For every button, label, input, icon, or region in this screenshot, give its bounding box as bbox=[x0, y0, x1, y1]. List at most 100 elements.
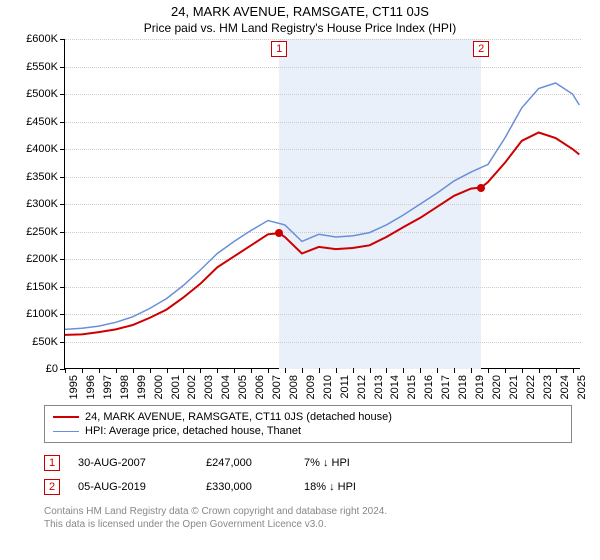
y-tick bbox=[60, 177, 65, 178]
x-axis-label: 2010 bbox=[322, 375, 334, 399]
x-tick bbox=[82, 368, 83, 373]
y-tick bbox=[60, 259, 65, 260]
sale-dot-1 bbox=[275, 229, 283, 237]
x-tick bbox=[420, 368, 421, 373]
x-tick bbox=[285, 368, 286, 373]
footer-attribution: Contains HM Land Registry data © Crown c… bbox=[44, 505, 572, 531]
x-axis-label: 1999 bbox=[136, 375, 148, 399]
chart-container: 24, MARK AVENUE, RAMSGATE, CT11 0JS Pric… bbox=[0, 0, 600, 560]
y-axis-label: £50K bbox=[32, 336, 58, 348]
x-axis-label: 2000 bbox=[153, 375, 165, 399]
sale-row: 205-AUG-2019£330,00018% ↓ HPI bbox=[44, 475, 572, 499]
y-tick bbox=[60, 122, 65, 123]
x-tick bbox=[319, 368, 320, 373]
y-tick bbox=[60, 67, 65, 68]
y-axis-label: £450K bbox=[26, 116, 58, 128]
x-tick bbox=[505, 368, 506, 373]
x-tick bbox=[234, 368, 235, 373]
sales-table: 130-AUG-2007£247,0007% ↓ HPI205-AUG-2019… bbox=[44, 451, 572, 499]
x-tick bbox=[556, 368, 557, 373]
x-tick bbox=[403, 368, 404, 373]
x-axis-label: 2001 bbox=[170, 375, 182, 399]
x-axis-label: 2006 bbox=[254, 375, 266, 399]
legend-label: 24, MARK AVENUE, RAMSGATE, CT11 0JS (det… bbox=[85, 411, 392, 423]
x-axis-label: 2012 bbox=[356, 375, 368, 399]
x-tick bbox=[454, 368, 455, 373]
y-axis-label: £400K bbox=[26, 143, 58, 155]
x-axis-label: 2018 bbox=[457, 375, 469, 399]
x-axis-label: 2021 bbox=[508, 375, 520, 399]
y-tick bbox=[60, 314, 65, 315]
x-tick bbox=[488, 368, 489, 373]
x-axis-label: 2003 bbox=[203, 375, 215, 399]
x-axis-label: 1996 bbox=[85, 375, 97, 399]
x-tick bbox=[539, 368, 540, 373]
legend-swatch bbox=[53, 431, 79, 432]
x-tick bbox=[116, 368, 117, 373]
sale-price: £330,000 bbox=[206, 481, 286, 493]
x-tick bbox=[386, 368, 387, 373]
sale-date: 05-AUG-2019 bbox=[78, 481, 188, 493]
x-axis-label: 2019 bbox=[474, 375, 486, 399]
x-axis-label: 1998 bbox=[119, 375, 131, 399]
x-tick bbox=[65, 368, 66, 373]
x-tick bbox=[99, 368, 100, 373]
x-axis-label: 2015 bbox=[406, 375, 418, 399]
x-axis-label: 2009 bbox=[305, 375, 317, 399]
y-axis-label: £550K bbox=[26, 61, 58, 73]
y-axis-label: £350K bbox=[26, 171, 58, 183]
sale-row: 130-AUG-2007£247,0007% ↓ HPI bbox=[44, 451, 572, 475]
sale-price: £247,000 bbox=[206, 457, 286, 469]
legend-label: HPI: Average price, detached house, Than… bbox=[85, 425, 301, 437]
x-axis-label: 2022 bbox=[525, 375, 537, 399]
x-tick bbox=[200, 368, 201, 373]
y-axis-label: £150K bbox=[26, 281, 58, 293]
x-axis-label: 2002 bbox=[186, 375, 198, 399]
series-line-property bbox=[65, 133, 579, 335]
sale-delta: 7% ↓ HPI bbox=[304, 457, 424, 469]
x-axis-label: 2025 bbox=[576, 375, 588, 399]
y-axis-label: £500K bbox=[26, 88, 58, 100]
sale-row-marker: 2 bbox=[44, 479, 60, 495]
y-tick bbox=[60, 342, 65, 343]
x-tick bbox=[268, 368, 269, 373]
sale-marker-2: 2 bbox=[473, 41, 489, 57]
sale-dot-2 bbox=[477, 184, 485, 192]
y-axis-label: £0 bbox=[46, 363, 58, 375]
x-tick bbox=[471, 368, 472, 373]
x-axis-label: 2004 bbox=[220, 375, 232, 399]
x-tick bbox=[167, 368, 168, 373]
x-tick bbox=[217, 368, 218, 373]
x-axis-label: 1997 bbox=[102, 375, 114, 399]
sale-marker-1: 1 bbox=[271, 41, 287, 57]
sale-date: 30-AUG-2007 bbox=[78, 457, 188, 469]
x-tick bbox=[251, 368, 252, 373]
y-axis-label: £200K bbox=[26, 253, 58, 265]
x-tick bbox=[573, 368, 574, 373]
x-axis-label: 2020 bbox=[491, 375, 503, 399]
chart-svg bbox=[65, 39, 581, 369]
plot-area: 12 bbox=[64, 39, 580, 369]
x-axis-label: 2008 bbox=[288, 375, 300, 399]
y-tick bbox=[60, 94, 65, 95]
x-tick bbox=[336, 368, 337, 373]
footer-line-1: Contains HM Land Registry data © Crown c… bbox=[44, 505, 572, 518]
legend-row: HPI: Average price, detached house, Than… bbox=[53, 424, 563, 438]
x-axis-label: 2011 bbox=[339, 375, 351, 399]
chart-title: 24, MARK AVENUE, RAMSGATE, CT11 0JS bbox=[0, 0, 600, 19]
chart-subtitle: Price paid vs. HM Land Registry's House … bbox=[0, 19, 600, 39]
x-tick bbox=[522, 368, 523, 373]
x-tick bbox=[437, 368, 438, 373]
x-tick bbox=[302, 368, 303, 373]
x-tick bbox=[370, 368, 371, 373]
x-tick bbox=[183, 368, 184, 373]
legend-box: 24, MARK AVENUE, RAMSGATE, CT11 0JS (det… bbox=[44, 405, 572, 443]
y-axis-label: £250K bbox=[26, 226, 58, 238]
x-axis-label: 2017 bbox=[440, 375, 452, 399]
x-axis-label: 2013 bbox=[373, 375, 385, 399]
y-tick bbox=[60, 204, 65, 205]
x-axis-label: 2024 bbox=[559, 375, 571, 399]
y-tick bbox=[60, 232, 65, 233]
y-tick bbox=[60, 39, 65, 40]
x-axis-label: 2007 bbox=[271, 375, 283, 399]
